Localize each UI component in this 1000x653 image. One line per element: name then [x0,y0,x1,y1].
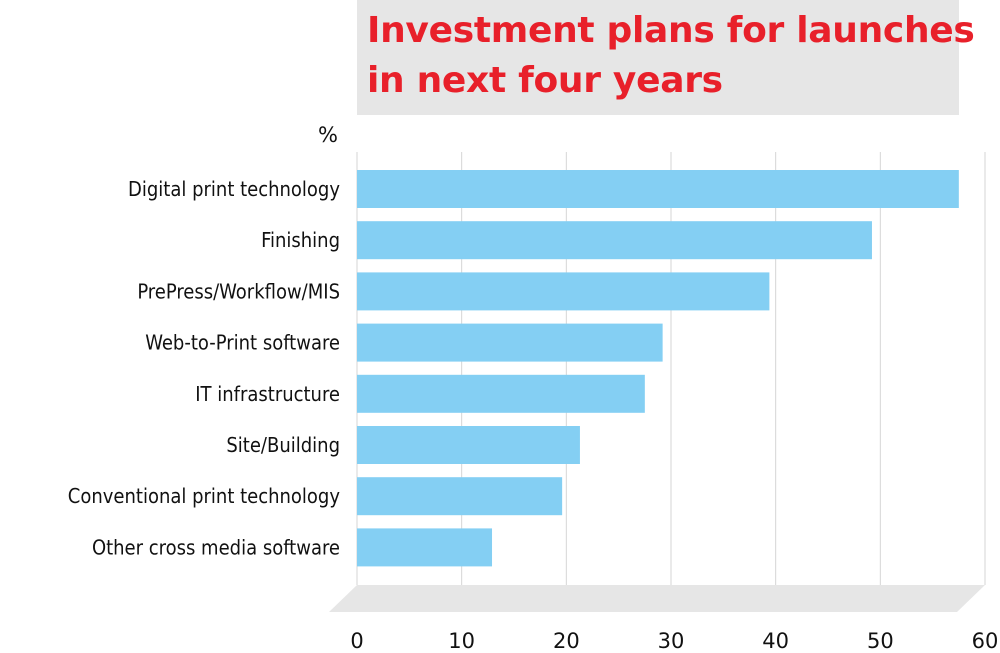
category-label: Web-to-Print software [145,331,340,355]
category-label: Site/Building [226,433,340,457]
category-label: Other cross media software [92,535,340,559]
category-label: Conventional print technology [68,484,341,508]
bar [357,374,645,413]
bar [357,426,580,464]
category-label: IT infrastructure [195,382,340,406]
x-tick-label: 30 [658,629,685,653]
x-tick-label: 60 [972,629,999,653]
chart-title-line-2: in next four years [367,60,723,101]
category-label: Digital print technology [128,177,340,201]
category-label: Finishing [261,228,340,252]
bar [357,221,872,260]
x-tick-label: 50 [867,629,894,653]
bar [357,323,663,362]
chart-title-line-1: Investment plans for launches [367,10,975,51]
x-tick-label: 0 [350,629,363,653]
bar [357,477,563,516]
category-label: PrePress/Workflow/MIS [137,279,340,303]
x-tick-label: 20 [553,629,580,653]
bar [357,170,959,208]
x-tick-label: 40 [762,629,789,653]
chart-floor [329,585,985,612]
unit-label: % [318,123,338,147]
bar [357,272,770,311]
x-tick-label: 10 [448,629,475,653]
bar [357,528,493,567]
chart-title-box: Investment plans for launches in next fo… [357,0,975,115]
